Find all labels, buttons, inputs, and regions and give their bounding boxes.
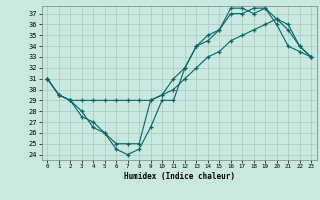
X-axis label: Humidex (Indice chaleur): Humidex (Indice chaleur): [124, 172, 235, 181]
